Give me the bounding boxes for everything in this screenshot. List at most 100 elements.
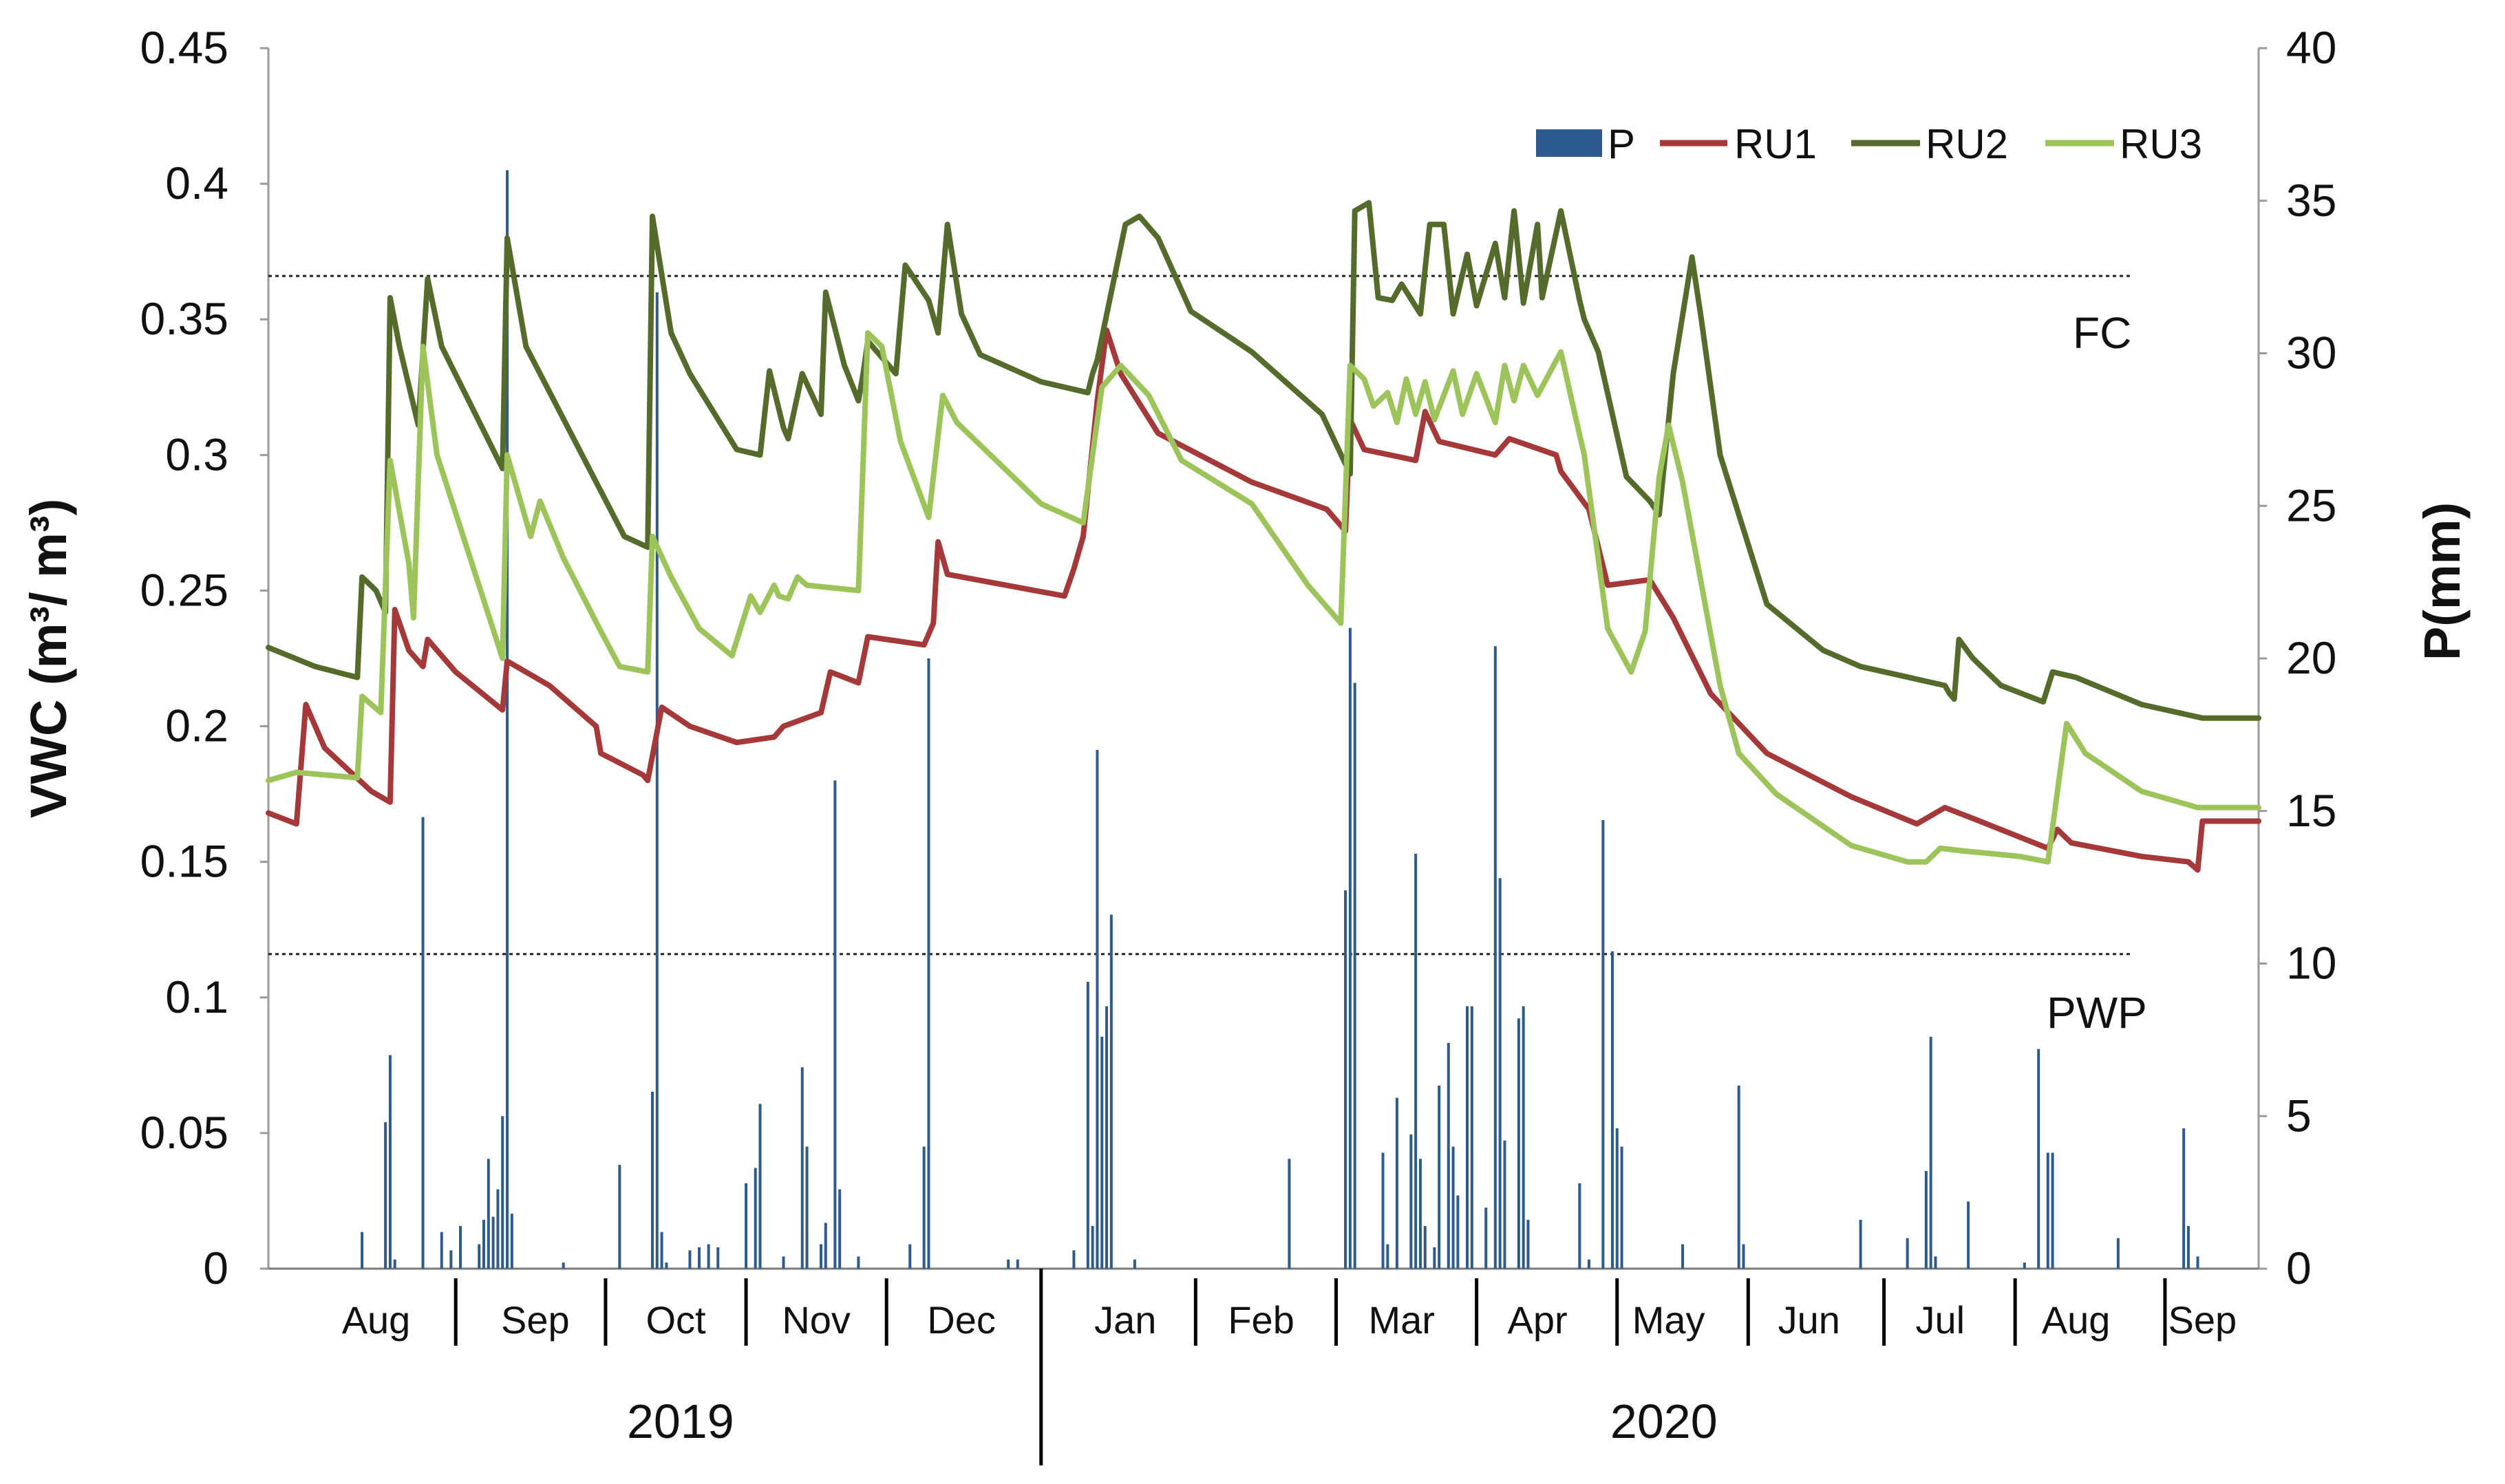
legend: P RU1 RU2 RU3 bbox=[1536, 121, 2202, 167]
y-tick-label: 0.1 bbox=[165, 971, 228, 1022]
precip-bar bbox=[2196, 1256, 2199, 1269]
y-tick-label: 0.2 bbox=[165, 700, 228, 751]
precip-bar bbox=[1522, 1006, 1525, 1269]
legend-label-p: P bbox=[1608, 121, 1635, 167]
vwc-series-lines bbox=[266, 200, 2261, 873]
precip-bar bbox=[510, 1214, 513, 1269]
right-axis-ticks: 0 5 10 15 20 25 30 35 40 bbox=[2259, 22, 2336, 1293]
y-tick-label: 0.05 bbox=[140, 1107, 228, 1158]
y2-tick-label: 35 bbox=[2286, 175, 2336, 226]
month-label: Aug bbox=[342, 1298, 411, 1342]
precip-bar bbox=[478, 1244, 481, 1269]
precip-bar bbox=[838, 1189, 842, 1269]
y-tick-label: 0.15 bbox=[140, 836, 228, 887]
precip-bar bbox=[482, 1220, 486, 1269]
y2-tick-label: 25 bbox=[2286, 480, 2336, 530]
precip-bar bbox=[819, 1244, 822, 1269]
precip-bar bbox=[1395, 1097, 1398, 1269]
month-label: Oct bbox=[646, 1298, 706, 1342]
precip-bar bbox=[857, 1256, 860, 1269]
precip-bar bbox=[927, 658, 930, 1269]
precip-bar bbox=[1091, 1225, 1094, 1269]
precip-bar bbox=[487, 1159, 490, 1269]
precip-bar bbox=[491, 1216, 495, 1269]
precip-bar bbox=[660, 1232, 663, 1269]
precip-bar bbox=[833, 780, 837, 1269]
precip-bar bbox=[1423, 1225, 1427, 1269]
precip-bar bbox=[800, 1067, 804, 1269]
month-label: Aug bbox=[2042, 1298, 2111, 1342]
y-axis-title: VWC (m³/ m³) bbox=[20, 499, 77, 819]
fc-label: FC bbox=[2073, 308, 2131, 358]
year-label: 2020 bbox=[1610, 1395, 1718, 1448]
precip-bar bbox=[1418, 1159, 1422, 1269]
precip-bar bbox=[1105, 1006, 1109, 1269]
precip-bar bbox=[2051, 1152, 2054, 1269]
precip-bar bbox=[562, 1262, 565, 1269]
precip-bar bbox=[1484, 1207, 1488, 1269]
precip-bar bbox=[1737, 1085, 1740, 1269]
month-label: Apr bbox=[1507, 1298, 1567, 1342]
month-label: Feb bbox=[1228, 1298, 1294, 1342]
precipitation-bars bbox=[361, 170, 2199, 1269]
legend-swatch-p bbox=[1536, 129, 1602, 157]
precip-bar bbox=[440, 1232, 443, 1269]
precip-bar bbox=[707, 1244, 710, 1269]
month-label: May bbox=[1632, 1298, 1705, 1342]
precip-bar bbox=[1517, 1018, 1520, 1269]
precip-bar bbox=[1438, 1085, 1441, 1269]
precip-bar bbox=[2046, 1152, 2049, 1269]
y-tick-label: 0.3 bbox=[165, 429, 228, 480]
precip-bar bbox=[1615, 1128, 1619, 1269]
precip-bar bbox=[1133, 1259, 1136, 1269]
precip-bar bbox=[384, 1122, 387, 1269]
precip-bar bbox=[754, 1168, 757, 1269]
month-label: Jul bbox=[1915, 1298, 1965, 1342]
precip-bar bbox=[1086, 982, 1089, 1269]
y-tick-label: 0.4 bbox=[165, 158, 228, 208]
precip-bar bbox=[1409, 1134, 1413, 1269]
precip-bar bbox=[449, 1250, 453, 1269]
precip-bar bbox=[1934, 1256, 1937, 1269]
precip-bar bbox=[1288, 1159, 1291, 1269]
legend-label-ru2: RU2 bbox=[1926, 121, 2008, 167]
precip-bar bbox=[421, 817, 425, 1269]
x-axis-months: Aug Sep Oct Nov Dec Jan Feb Mar Apr May Jun Jul Aug S… bbox=[342, 1269, 2237, 1465]
precip-bar bbox=[1681, 1244, 1685, 1269]
precip-bar bbox=[1381, 1152, 1385, 1269]
month-label: Dec bbox=[927, 1298, 996, 1342]
precip-bar bbox=[650, 1091, 654, 1269]
precip-bar bbox=[824, 1223, 827, 1269]
precip-bar bbox=[458, 1225, 462, 1269]
precip-bar bbox=[496, 1189, 500, 1269]
precip-bar bbox=[1456, 1195, 1460, 1269]
y-tick-label: 0.35 bbox=[140, 293, 228, 344]
month-label: Jan bbox=[1094, 1298, 1156, 1342]
reference-lines bbox=[268, 275, 2133, 956]
month-label: Nov bbox=[782, 1298, 851, 1342]
precip-bar bbox=[1578, 1183, 1581, 1269]
precip-bar bbox=[1466, 1006, 1469, 1269]
legend-label-ru1: RU1 bbox=[1734, 121, 1817, 167]
y2-tick-label: 20 bbox=[2286, 632, 2336, 683]
precip-bar bbox=[758, 1104, 762, 1269]
precip-bar bbox=[1344, 890, 1347, 1269]
precip-bar bbox=[1007, 1259, 1010, 1269]
precip-bar bbox=[1016, 1259, 1019, 1269]
month-label: Mar bbox=[1369, 1298, 1435, 1342]
y2-tick-label: 5 bbox=[2286, 1090, 2312, 1141]
precip-bar bbox=[922, 1146, 926, 1269]
precip-bar bbox=[1587, 1259, 1590, 1269]
month-label: Jun bbox=[1778, 1298, 1840, 1342]
y-tick-label: 0.45 bbox=[140, 22, 228, 73]
precip-bar bbox=[2037, 1049, 2040, 1269]
month-label: Sep bbox=[501, 1298, 570, 1342]
precip-bar bbox=[2186, 1225, 2190, 1269]
precip-bar bbox=[1498, 878, 1502, 1269]
precip-bar bbox=[665, 1262, 668, 1269]
left-axis-ticks: 0 0.05 0.1 0.15 0.2 0.25 0.3 0.35 0.4 0.45 bbox=[140, 22, 268, 1293]
series-line-ru3 bbox=[266, 330, 2261, 865]
precip-bar bbox=[1447, 1042, 1450, 1269]
